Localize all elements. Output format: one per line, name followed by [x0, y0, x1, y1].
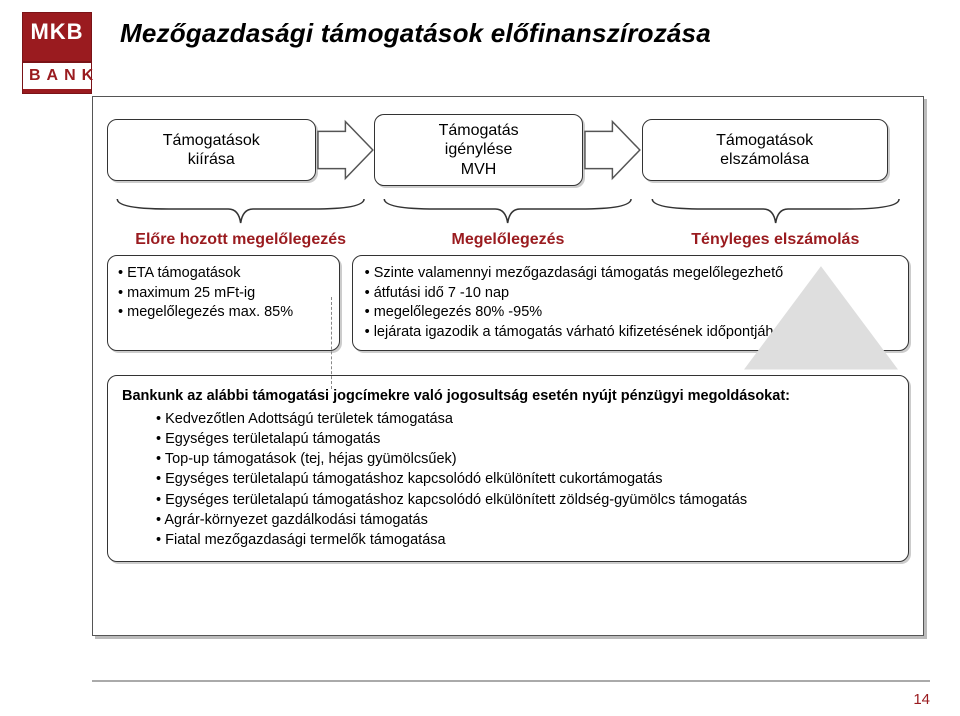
bottom-item: Top-up támogatások (tej, héjas gyümölcsű…: [156, 449, 894, 469]
phase-labels-row: Előre hozott megelőlegezés Megelőlegezés…: [107, 231, 909, 249]
step-3-label: Támogatásokelszámolása: [716, 131, 813, 169]
detail-mid-list: Szinte valamennyi mezőgazdasági támogatá…: [365, 264, 896, 342]
detail-mid-item: Szinte valamennyi mezőgazdasági támogatá…: [365, 264, 896, 284]
footer-rule: [92, 680, 930, 682]
detail-mid-item: átfutási idő 7 -10 nap: [365, 284, 896, 304]
detail-left-item: ETA támogatások: [118, 264, 329, 284]
logo-top-text: MKB: [23, 13, 91, 61]
detail-row: ETA támogatások maximum 25 mFt-ig megelő…: [107, 255, 909, 351]
logo-bottom-text: BANK: [23, 61, 91, 89]
phase-label-2: Megelőlegezés: [374, 231, 641, 249]
step-3: Támogatásokelszámolása: [642, 111, 909, 189]
detail-left-item: megelőlegezés max. 85%: [118, 303, 329, 323]
bottom-item: Egységes területalapú támogatáshoz kapcs…: [156, 490, 894, 510]
brace-3: [642, 193, 909, 227]
step-1-label: Támogatásokkiírása: [163, 131, 260, 169]
bottom-item: Egységes területalapú támogatáshoz kapcs…: [156, 469, 894, 489]
slide: MKB BANK Mezőgazdasági támogatások előfi…: [0, 0, 960, 716]
step-3-box: Támogatásokelszámolása: [642, 119, 888, 181]
detail-left-box: ETA támogatások maximum 25 mFt-ig megelő…: [107, 255, 340, 351]
vertical-separator: [331, 297, 332, 389]
brace-1: [107, 193, 374, 227]
bank-logo: MKB BANK: [22, 12, 92, 94]
bottom-item: Agrár-környezet gazdálkodási támogatás: [156, 510, 894, 530]
detail-left-list: ETA támogatások maximum 25 mFt-ig megelő…: [118, 264, 329, 323]
bottom-item: Kedvezőtlen Adottságú területek támogatá…: [156, 409, 894, 429]
detail-mid-item: lejárata igazodik a támogatás várható ki…: [365, 323, 896, 343]
step-1-box: Támogatásokkiírása: [107, 119, 316, 181]
brace-2: [374, 193, 641, 227]
step-2: TámogatásigényléseMVH: [374, 111, 641, 189]
bottom-lead: Bankunk az alábbi támogatási jogcímekre …: [122, 386, 894, 406]
braces-row: [107, 193, 909, 227]
bottom-item: Fiatal mezőgazdasági termelők támogatása: [156, 530, 894, 550]
step-2-box: TámogatásigényléseMVH: [374, 114, 583, 186]
step-1: Támogatásokkiírása: [107, 111, 374, 189]
arrow-2: [583, 119, 642, 181]
phase-label-3: Tényleges elszámolás: [642, 231, 909, 249]
process-row: Támogatásokkiírása TámogatásigényléseMVH…: [107, 111, 909, 189]
detail-left-item: maximum 25 mFt-ig: [118, 284, 329, 304]
phase-label-1: Előre hozott megelőlegezés: [107, 231, 374, 249]
arrow-1: [316, 119, 375, 181]
page-number: 14: [913, 691, 930, 708]
step-2-label: TámogatásigényléseMVH: [439, 121, 519, 179]
detail-mid-item: megelőlegezés 80% -95%: [365, 303, 896, 323]
bottom-box: Bankunk az alábbi támogatási jogcímekre …: [107, 375, 909, 561]
slide-title: Mezőgazdasági támogatások előfinanszíroz…: [120, 18, 930, 49]
detail-mid-box: Szinte valamennyi mezőgazdasági támogatá…: [352, 255, 909, 351]
bottom-list: Kedvezőtlen Adottságú területek támogatá…: [156, 409, 894, 551]
bottom-item: Egységes területalapú támogatás: [156, 429, 894, 449]
content-frame: Támogatásokkiírása TámogatásigényléseMVH…: [92, 96, 924, 636]
